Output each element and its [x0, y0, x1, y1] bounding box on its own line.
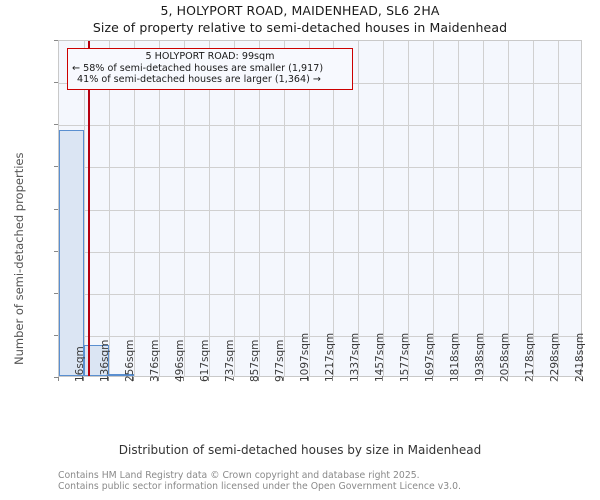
grid-line-vertical	[108, 41, 110, 376]
x-axis-tick-mark	[132, 377, 134, 381]
grid-line-vertical	[408, 41, 410, 376]
grid-line-vertical	[283, 41, 285, 376]
footer-line-1: Contains HM Land Registry data © Crown c…	[58, 470, 420, 481]
y-axis-tick-mark	[54, 377, 58, 378]
x-axis-tick-label: 1938sqm	[473, 332, 486, 382]
y-axis-tick-mark	[54, 40, 58, 41]
y-axis-tick-mark	[54, 292, 58, 294]
y-axis-tick-mark	[54, 124, 58, 126]
x-axis-tick-mark	[82, 377, 84, 381]
grid-line-vertical	[558, 41, 560, 376]
grid-line-vertical	[183, 41, 185, 376]
x-axis-tick-mark	[482, 377, 484, 381]
grid-line-vertical	[308, 41, 310, 376]
grid-line-vertical	[383, 41, 385, 376]
x-axis-tick-label: 1818sqm	[448, 332, 461, 382]
property-size-marker-line	[88, 41, 91, 376]
x-axis-tick-label: 16sqm	[74, 346, 87, 382]
x-axis-tick-mark	[532, 377, 534, 381]
grid-line-horizontal	[59, 125, 581, 127]
y-axis-label: Number of semi-detached properties	[12, 152, 26, 365]
x-axis-tick-mark	[282, 377, 284, 381]
y-axis-tick-mark	[54, 250, 58, 252]
histogram-bar	[108, 374, 134, 376]
x-axis-tick-mark	[357, 377, 359, 381]
x-axis-tick-label: 1577sqm	[398, 332, 411, 382]
x-axis-tick-mark	[432, 377, 434, 381]
grid-line-vertical	[83, 41, 85, 376]
x-axis-tick-label: 617sqm	[199, 339, 212, 382]
x-axis-tick-label: 977sqm	[274, 339, 287, 382]
x-axis-tick-mark	[407, 377, 409, 381]
annotation-line-2: ← 58% of semi-detached houses are smalle…	[72, 62, 324, 74]
grid-line-vertical	[258, 41, 260, 376]
annotation-line-3: 41% of semi-detached houses are larger (…	[77, 74, 321, 85]
x-axis-tick-mark	[507, 377, 509, 381]
property-annotation: 5 HOLYPORT ROAD: 99sqm ← 58% of semi-det…	[67, 48, 353, 90]
y-axis-tick-mark	[54, 166, 58, 168]
grid-line-vertical	[458, 41, 460, 376]
grid-line-vertical	[158, 41, 160, 376]
page-title: 5, HOLYPORT ROAD, MAIDENHEAD, SL6 2HA	[160, 3, 440, 18]
chart-subtitle: Size of property relative to semi-detach…	[92, 20, 508, 35]
footer-line-2: Contains public sector information licen…	[58, 481, 461, 492]
x-axis-tick-label: 857sqm	[249, 339, 262, 382]
x-axis-tick-label: 1217sqm	[324, 332, 336, 382]
grid-line-horizontal	[59, 293, 581, 295]
x-axis-tick-label: 1337sqm	[348, 332, 361, 382]
x-axis-tick-label: 2058sqm	[498, 332, 511, 382]
plot-area	[58, 40, 582, 377]
x-axis-tick-label: 1457sqm	[373, 332, 386, 382]
x-axis-tick-mark	[257, 377, 259, 381]
grid-line-vertical	[333, 41, 335, 376]
x-axis-tick-label: 1097sqm	[299, 332, 312, 382]
x-axis-tick-label: 2418sqm	[573, 332, 586, 382]
grid-line-vertical	[133, 41, 135, 376]
x-axis-tick-label: 2178sqm	[523, 332, 536, 382]
x-axis-tick-label: 256sqm	[124, 339, 137, 382]
x-axis-tick-mark	[457, 377, 459, 381]
x-axis-label: Distribution of semi-detached houses by …	[118, 443, 482, 457]
x-axis-tick-label: 2298sqm	[548, 332, 561, 382]
x-axis-tick-mark	[107, 377, 109, 381]
footer-attribution: Contains HM Land Registry data © Crown c…	[58, 470, 461, 492]
x-axis-tick-mark	[557, 377, 559, 381]
x-axis-tick-mark	[382, 377, 384, 381]
grid-line-vertical	[533, 41, 535, 376]
x-axis-tick-label: 496sqm	[174, 339, 187, 382]
grid-line-vertical	[433, 41, 435, 376]
x-axis-tick-mark	[157, 377, 159, 381]
y-axis-tick-mark	[54, 208, 58, 210]
grid-line-vertical	[483, 41, 485, 376]
x-axis-tick-mark	[182, 377, 184, 381]
grid-line-vertical	[208, 41, 210, 376]
grid-line-vertical	[508, 41, 510, 376]
grid-line-horizontal	[59, 251, 581, 253]
x-axis-tick-label: 376sqm	[149, 339, 162, 382]
x-axis-tick-mark	[207, 377, 209, 381]
annotation-line-1: 5 HOLYPORT ROAD: 99sqm	[145, 51, 275, 62]
x-axis-tick-mark	[332, 377, 334, 381]
grid-line-vertical	[358, 41, 360, 376]
grid-line-horizontal	[59, 167, 581, 169]
x-axis-tick-label: 737sqm	[224, 339, 237, 382]
grid-line-horizontal	[59, 335, 581, 337]
x-axis-tick-mark	[58, 377, 59, 381]
x-axis-tick-mark	[307, 377, 309, 381]
x-axis-tick-mark	[232, 377, 234, 381]
x-axis-tick-label: 1697sqm	[423, 332, 436, 382]
grid-line-vertical	[233, 41, 235, 376]
grid-line-horizontal	[59, 209, 581, 211]
y-axis-tick-mark	[54, 334, 58, 336]
y-axis-tick-mark	[54, 82, 58, 84]
x-axis-tick-label: 136sqm	[99, 339, 112, 382]
histogram-bar	[59, 130, 84, 376]
